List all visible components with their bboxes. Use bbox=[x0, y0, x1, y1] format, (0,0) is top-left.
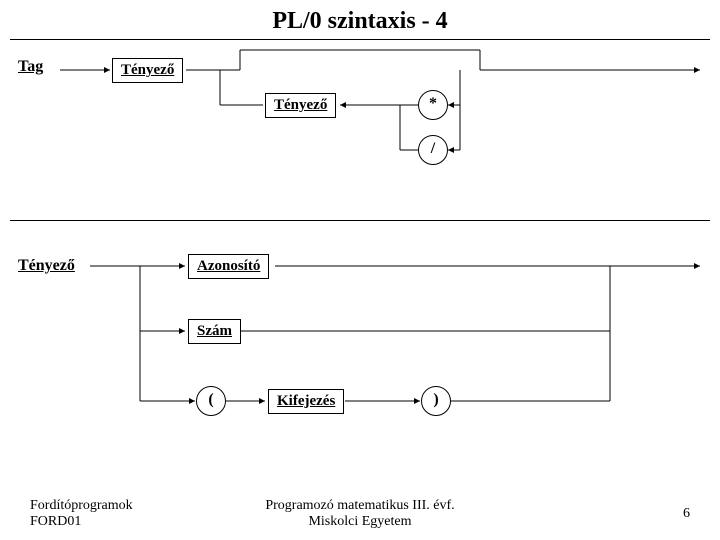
node-op-star: * bbox=[418, 90, 448, 120]
node-lparen: ( bbox=[196, 386, 226, 416]
rail-lines-tag bbox=[0, 40, 720, 220]
footer-center: Programozó matematikus III. évf. Miskolc… bbox=[0, 498, 720, 530]
node-op-slash: / bbox=[418, 135, 448, 165]
node-kifejezes: Kifejezés bbox=[268, 389, 344, 414]
diagram-tag: Tag Tényező Tényező * / bbox=[0, 40, 720, 220]
rail-lines-tenyezo bbox=[0, 221, 720, 441]
node-rparen: ) bbox=[421, 386, 451, 416]
footer-center-line2: Miskolci Egyetem bbox=[308, 514, 411, 529]
node-azonosito: Azonosító bbox=[188, 254, 269, 279]
node-loop-tenyezo: Tényező bbox=[265, 93, 336, 118]
diagram-tenyezo: Tényező Azonosító Szám ( Kifejezés ) bbox=[0, 221, 720, 441]
node-szam: Szám bbox=[188, 319, 241, 344]
node-main-tenyezo: Tényező bbox=[112, 58, 183, 83]
footer-page-number: 6 bbox=[683, 506, 690, 522]
footer-center-line1: Programozó matematikus III. évf. bbox=[265, 498, 454, 513]
page-title: PL/0 szintaxis - 4 bbox=[0, 0, 720, 39]
